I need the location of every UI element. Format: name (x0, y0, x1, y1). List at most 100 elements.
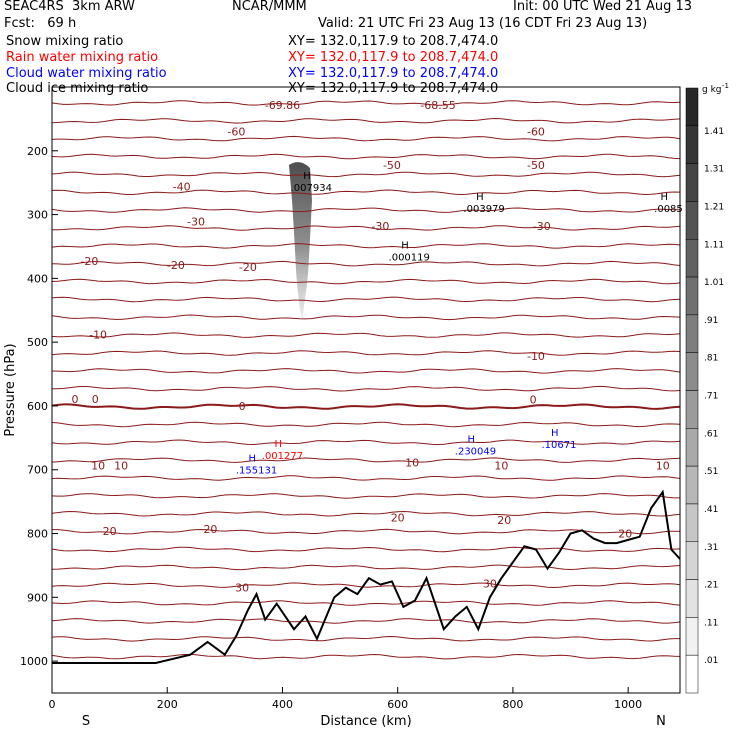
isotherm-line (51, 207, 680, 213)
maximum-h-marker: H (467, 435, 475, 446)
isotherm-label: 20 (618, 528, 632, 541)
isotherm-label: -50 (383, 159, 401, 172)
isotherm-label: 0 (239, 400, 246, 413)
maximum-value-label: .001277 (262, 451, 303, 462)
isotherm-label: -60 (527, 126, 545, 139)
colorbar-label: .81 (704, 354, 718, 364)
colorbar-label: .71 (704, 392, 718, 402)
isotherm-line (51, 635, 680, 642)
y-axis-label: Pressure (hPa) (3, 343, 18, 436)
field-rain-label: Rain water mixing ratio (6, 50, 159, 65)
maximum-value-label: .0085 (654, 204, 683, 215)
isotherm-line (51, 296, 681, 303)
isotherm-line (51, 564, 681, 571)
plot-frame (51, 86, 681, 694)
isotherm-label: -30 (187, 216, 205, 229)
x-tick-label: 0 (49, 698, 56, 711)
colorbar-swatch (685, 541, 699, 580)
forecast-hour: Fcst: 69 h (4, 16, 77, 31)
maximum-value-label: .000119 (389, 253, 430, 264)
init-time: Init: 00 UTC Wed 21 Aug 13 (513, 0, 693, 14)
colorbar-label: .51 (704, 467, 718, 477)
isotherm-line (51, 653, 681, 660)
isotherm-line (51, 475, 681, 481)
isotherm-line (51, 403, 681, 410)
colorbar-label: .31 (704, 543, 718, 553)
colorbar-swatch (685, 654, 699, 694)
isotherm-label: 10 (91, 459, 105, 472)
x-tick-label: 1000 (614, 698, 642, 711)
isotherm-label: 10 (405, 457, 419, 470)
y-tick-label: 500 (27, 336, 48, 349)
y-tick-label: 300 (27, 209, 48, 222)
model-title: SEAC4RS 3km ARW (4, 0, 135, 14)
xsec-coords-rain: XY= 132.0,117.9 to 208.7,474.0 (288, 50, 499, 65)
isotherm-line (51, 439, 681, 446)
isotherm-line (51, 493, 680, 499)
colorbar-swatch (685, 579, 699, 618)
colorbar-swatch (685, 163, 699, 202)
maximum-h-marker: H (249, 454, 257, 465)
isotherm-line (51, 618, 681, 624)
xsec-coords-cloud-ice: XY= 132.0,117.9 to 208.7,474.0 (288, 81, 499, 96)
maximum-value-label: .230049 (455, 447, 496, 458)
isotherm-line (51, 117, 681, 124)
colorbar-label: .41 (704, 505, 718, 515)
maximum-h-marker: H (274, 439, 282, 450)
isotherm-label: -30 (371, 220, 389, 233)
colorbar-swatch (685, 239, 699, 278)
isotherm-label: 30 (235, 582, 249, 595)
y-tick-label: 600 (27, 400, 48, 413)
colorbar-swatch (685, 617, 699, 656)
isotherm-line (51, 350, 681, 356)
isotherm-label: 20 (103, 525, 117, 538)
isotherm-label: 20 (391, 512, 405, 525)
y-tick-label: 1000 (20, 655, 48, 668)
colorbar-label: .91 (704, 316, 718, 326)
south-end-label: S (82, 714, 90, 729)
isotherm-label: -20 (167, 259, 185, 272)
colorbar-swatch (685, 390, 699, 429)
x-axis-ticks: 0 200 400 600 800 1000 (49, 687, 642, 711)
isotherm-line (51, 100, 681, 106)
colorbar-label: 1.41 (704, 127, 724, 137)
colorbar-unit-exponent: -1 (722, 82, 729, 90)
isotherm-label: 0 (72, 393, 79, 406)
colorbar-label: .01 (704, 656, 718, 666)
north-end-label: N (656, 714, 666, 729)
isotherm-line (51, 135, 681, 142)
colorbar-label: .11 (704, 618, 718, 628)
isotherm-line (51, 332, 681, 338)
isotherm-label: -20 (239, 261, 257, 274)
temperature-contours (51, 100, 681, 660)
terrain-profile (52, 489, 681, 664)
x-tick-label: 400 (272, 698, 293, 711)
isotherm-label: 20 (497, 514, 511, 527)
isotherm-label: 20 (203, 523, 217, 536)
isotherm-label: -20 (80, 255, 98, 268)
isotherm-line (51, 582, 681, 589)
isotherm-label: -30 (533, 220, 551, 233)
x-tick-label: 200 (157, 698, 178, 711)
colorbar-label: 1.01 (704, 278, 724, 288)
isotherm-label: -60 (227, 126, 245, 139)
x-axis-label: Distance (km) (320, 714, 411, 729)
maximum-value-label: .003979 (463, 204, 504, 215)
isotherm-line (51, 243, 681, 249)
colorbar-label: 1.21 (704, 202, 724, 212)
colorbar-label: 1.11 (704, 240, 724, 250)
colorbar-swatch (685, 276, 699, 316)
isotherm-line (51, 510, 681, 517)
isotherm-line (51, 600, 681, 606)
colorbar-unit: g kg (702, 85, 722, 95)
isotherm-label: 10 (114, 459, 128, 472)
isotherm-line (51, 421, 681, 428)
y-tick-label: 700 (27, 464, 48, 477)
field-snow-label: Snow mixing ratio (6, 34, 124, 49)
y-tick-label: 200 (27, 145, 48, 158)
cloud-ice-shading (289, 162, 312, 320)
isotherm-label: -40 (173, 181, 191, 194)
colorbar-swatch (685, 201, 699, 240)
isotherm-line (51, 368, 681, 374)
